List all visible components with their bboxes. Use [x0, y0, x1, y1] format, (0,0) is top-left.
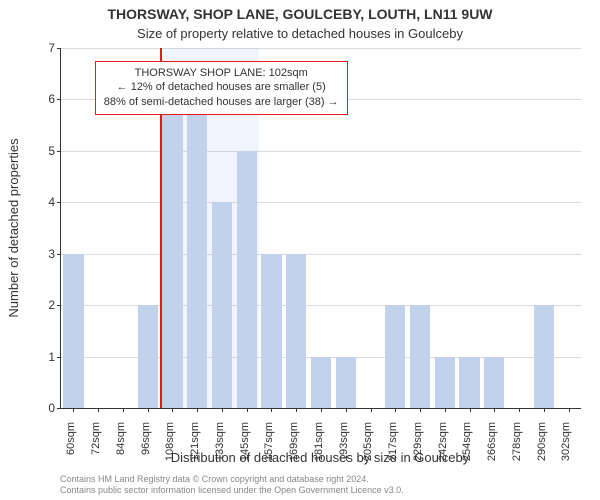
- x-tick-mark: [371, 408, 372, 412]
- x-tick-mark: [123, 408, 124, 412]
- bar: [237, 151, 257, 408]
- y-tick-mark: [57, 254, 61, 255]
- info-box-line1: THORSWAY SHOP LANE: 102sqm: [104, 66, 339, 81]
- gridline: [61, 151, 581, 152]
- y-tick-label: 7: [48, 41, 55, 55]
- info-box-line3: 88% of semi-detached houses are larger (…: [104, 95, 339, 110]
- x-tick-mark: [420, 408, 421, 412]
- bar: [63, 254, 83, 408]
- bar: [410, 305, 430, 408]
- x-tick-mark: [470, 408, 471, 412]
- x-tick-mark: [569, 408, 570, 412]
- y-tick-label: 5: [48, 144, 55, 158]
- gridline: [61, 254, 581, 255]
- bar: [212, 202, 232, 408]
- x-tick-mark: [519, 408, 520, 412]
- x-tick-mark: [197, 408, 198, 412]
- bar: [286, 254, 306, 408]
- y-axis-label: Number of detached properties: [6, 48, 26, 408]
- x-tick-mark: [346, 408, 347, 412]
- bar: [459, 357, 479, 408]
- footer-line-2: Contains public sector information licen…: [60, 485, 580, 496]
- y-tick-mark: [57, 408, 61, 409]
- x-tick-mark: [321, 408, 322, 412]
- x-axis-label: Distribution of detached houses by size …: [60, 450, 580, 465]
- x-tick-mark: [395, 408, 396, 412]
- x-tick-mark: [247, 408, 248, 412]
- y-tick-label: 3: [48, 247, 55, 261]
- x-tick-mark: [544, 408, 545, 412]
- y-tick-mark: [57, 202, 61, 203]
- x-tick-mark: [222, 408, 223, 412]
- bar: [534, 305, 554, 408]
- info-box-line2: ← 12% of detached houses are smaller (5): [104, 80, 339, 95]
- bar: [336, 357, 356, 408]
- bar: [484, 357, 504, 408]
- footer-line-1: Contains HM Land Registry data © Crown c…: [60, 474, 580, 485]
- x-tick-mark: [296, 408, 297, 412]
- y-tick-label: 0: [48, 401, 55, 415]
- y-tick-label: 4: [48, 195, 55, 209]
- y-tick-label: 2: [48, 298, 55, 312]
- bar: [435, 357, 455, 408]
- y-tick-mark: [57, 48, 61, 49]
- y-tick-mark: [57, 151, 61, 152]
- bar: [138, 305, 158, 408]
- x-tick-mark: [445, 408, 446, 412]
- x-tick-mark: [271, 408, 272, 412]
- x-tick-mark: [172, 408, 173, 412]
- x-tick-mark: [98, 408, 99, 412]
- y-tick-mark: [57, 357, 61, 358]
- x-tick-mark: [494, 408, 495, 412]
- chart-plot-area: 0123456760sqm72sqm84sqm96sqm108sqm121sqm…: [60, 48, 581, 409]
- chart-title: THORSWAY, SHOP LANE, GOULCEBY, LOUTH, LN…: [0, 6, 600, 22]
- x-tick-mark: [148, 408, 149, 412]
- bar: [261, 254, 281, 408]
- y-tick-mark: [57, 305, 61, 306]
- bar: [311, 357, 331, 408]
- bar: [385, 305, 405, 408]
- y-tick-label: 1: [48, 350, 55, 364]
- y-tick-mark: [57, 99, 61, 100]
- gridline: [61, 202, 581, 203]
- bar: [162, 99, 182, 408]
- info-box: THORSWAY SHOP LANE: 102sqm← 12% of detac…: [95, 61, 348, 116]
- chart-subtitle: Size of property relative to detached ho…: [0, 26, 600, 41]
- x-tick-mark: [73, 408, 74, 412]
- bar: [187, 99, 207, 408]
- footer-attribution: Contains HM Land Registry data © Crown c…: [60, 474, 580, 497]
- gridline: [61, 48, 581, 49]
- y-tick-label: 6: [48, 92, 55, 106]
